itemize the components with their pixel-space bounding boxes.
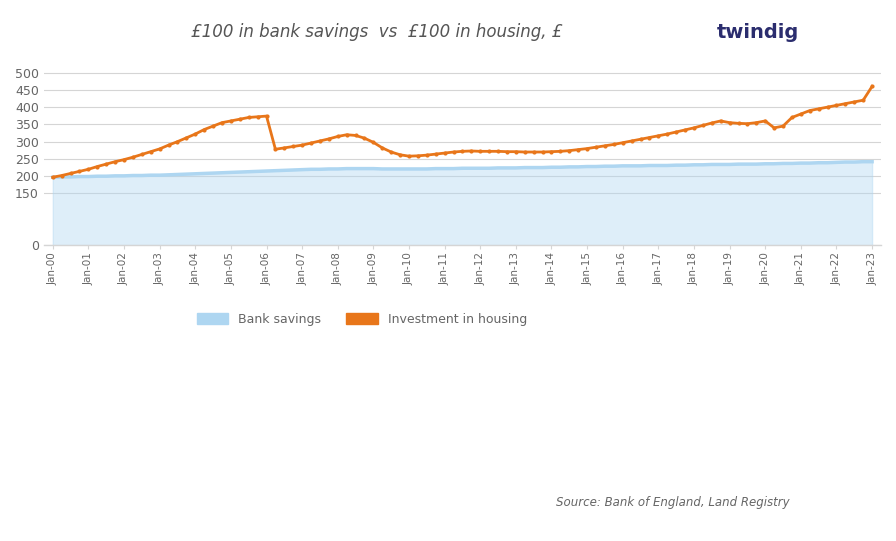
Text: £100 in bank savings  vs  £100 in housing, £: £100 in bank savings vs £100 in housing,… [191,23,562,42]
Text: Source: Bank of England, Land Registry: Source: Bank of England, Land Registry [556,496,789,509]
Legend: Bank savings, Investment in housing: Bank savings, Investment in housing [192,308,532,331]
Text: twindig: twindig [717,23,799,42]
